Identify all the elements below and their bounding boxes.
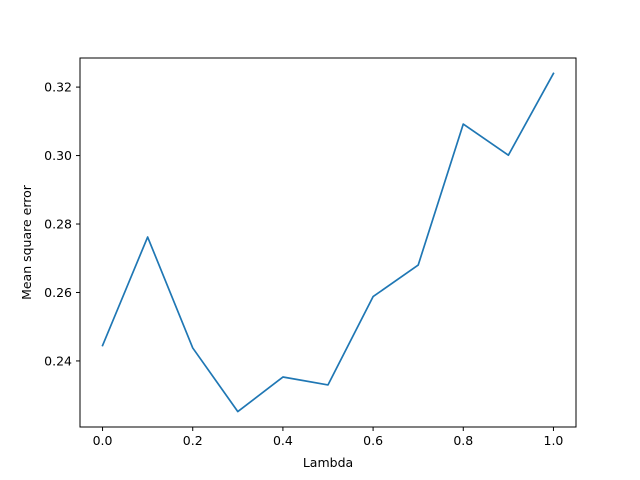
y-tick-label: 0.32 — [44, 80, 72, 95]
y-tick-label: 0.30 — [44, 148, 72, 163]
axes-frame — [79, 57, 577, 428]
x-axis: 0.0 0.2 0.4 0.6 0.8 1.0 — [93, 427, 564, 448]
x-tick-label: 0.8 — [453, 433, 473, 448]
x-tick-label: 0.2 — [183, 433, 203, 448]
y-axis: 0.24 0.26 0.28 0.30 0.32 — [44, 80, 80, 368]
plot-area — [101, 72, 555, 413]
y-tick-label: 0.28 — [44, 217, 72, 232]
y-axis-label: Mean square error — [19, 184, 34, 300]
x-tick-label: 0.6 — [363, 433, 383, 448]
series-line — [101, 72, 555, 413]
y-tick-label: 0.24 — [44, 353, 72, 368]
x-tick-label: 0.0 — [93, 433, 113, 448]
x-tick-label: 0.4 — [273, 433, 293, 448]
y-tick-label: 0.26 — [44, 285, 72, 300]
x-axis-label: Lambda — [303, 455, 353, 470]
x-tick-label: 1.0 — [544, 433, 564, 448]
